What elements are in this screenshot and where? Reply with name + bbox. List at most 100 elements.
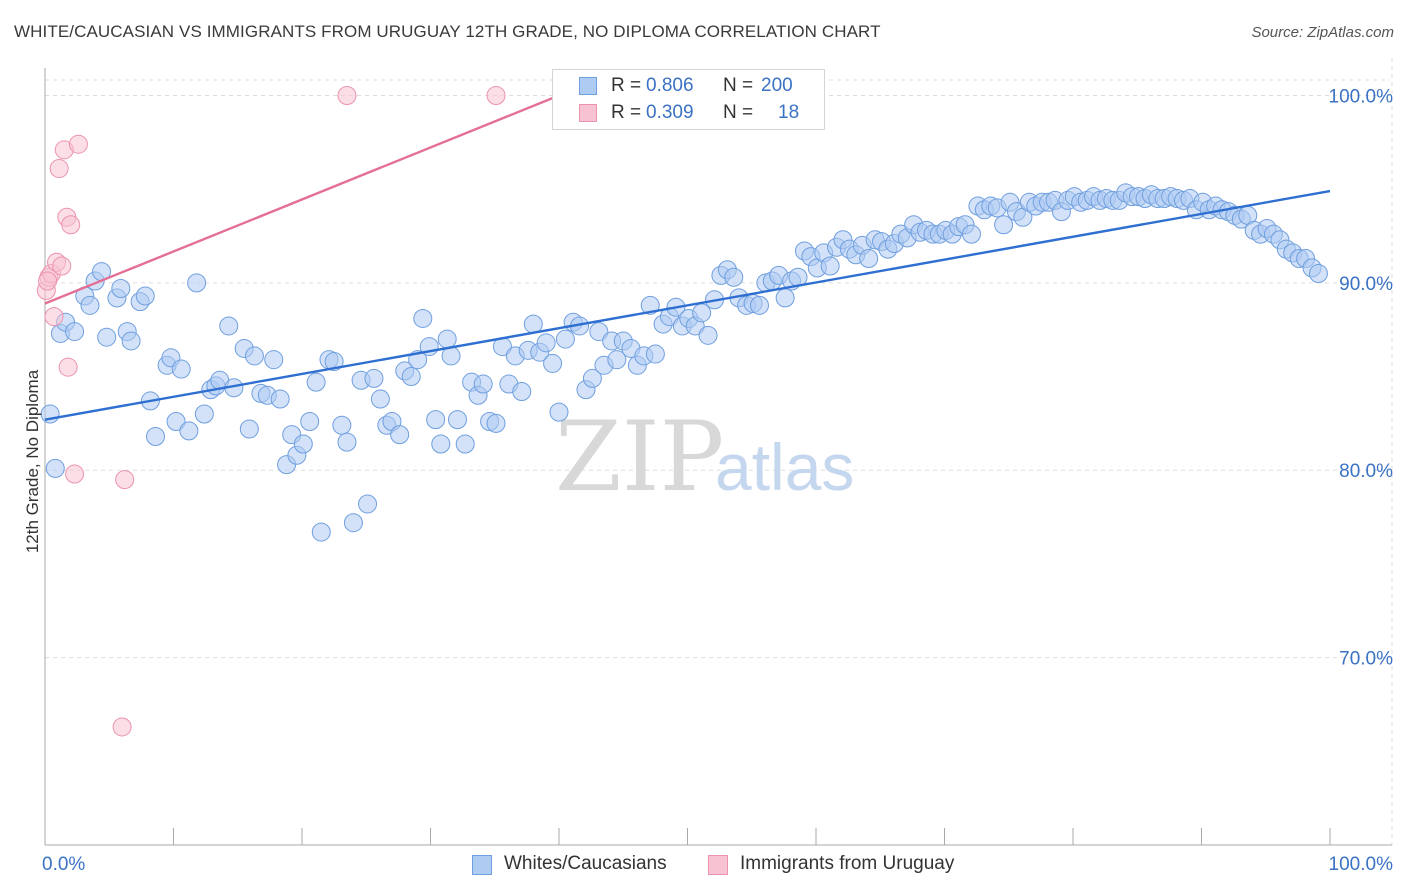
axis-layer [44,68,1392,846]
point-whites [536,333,556,353]
point-whites [111,278,131,298]
point-whites [332,415,352,435]
legend-swatch-pink [579,104,597,122]
point-whites [543,353,563,373]
point-uruguay [486,85,506,105]
point-whites [1308,263,1328,283]
point-uruguay [337,85,357,105]
point-whites [187,273,207,293]
point-whites [582,368,602,388]
trendline-whites [44,189,1331,421]
legend-label-uruguay: Immigrants from Uruguay [740,853,955,874]
legend-n-value: 18 [778,102,800,123]
point-whites [473,374,493,394]
series-legend: Whites/Caucasians Immigrants from Urugua… [0,850,1406,878]
point-whites [194,404,214,424]
point-whites [549,402,569,422]
point-whites [607,350,627,370]
point-whites [640,295,660,315]
point-whites [820,256,840,276]
legend-row-whites: R = 0.806 N = 200 [553,74,824,100]
point-whites [437,329,457,349]
correlation-legend: R = 0.806 N = 200 R = 0.309 N = 18 [552,69,825,130]
point-uruguay [44,307,64,327]
legend-label-whites: Whites/Caucasians [504,853,667,874]
point-whites [698,325,718,345]
legend-r-value: 0.806 [646,75,694,96]
point-whites [431,434,451,454]
point-whites [306,372,326,392]
trend-layer [44,94,1331,421]
point-whites [512,382,532,402]
watermark-zip: ZIP [555,401,724,513]
watermark-atlas: atlas [715,430,854,504]
legend-row-uruguay: R = 0.309 N = 18 [553,101,824,127]
y-axis-title: 12th Grade, No Diploma [23,369,42,553]
point-uruguay [61,215,81,235]
legend-swatch-blue [579,77,597,95]
y-tick-label: 80.0% [1339,461,1393,482]
point-whites [370,389,390,409]
point-whites [121,331,141,351]
legend-r-label: R = [611,75,642,96]
point-whites [523,314,543,334]
point-whites [179,421,199,441]
y-tick-label: 70.0% [1339,649,1393,670]
point-whites [337,432,357,452]
point-whites [270,389,290,409]
point-whites [166,412,186,432]
point-whites [97,327,117,347]
chart-title: WHITE/CAUCASIAN VS IMMIGRANTS FROM URUGU… [14,22,881,41]
point-whites [219,316,239,336]
point-whites [859,248,879,268]
point-whites [146,427,166,447]
label-layer: 100.0% 90.0% 80.0% 70.0% 0.0% 100.0% 12th Grad… [23,86,1393,875]
point-whites [447,410,467,430]
point-whites [645,344,665,364]
point-whites [135,286,155,306]
point-uruguay [58,357,78,377]
point-whites [413,308,433,328]
point-whites [994,215,1014,235]
point-whites [293,434,313,454]
legend-swatch-blue [472,855,492,875]
trendline-uruguay [44,94,560,305]
point-whites [343,513,363,533]
point-uruguay [65,464,85,484]
point-uruguay [52,256,72,276]
point-whites [324,352,344,372]
point-whites [244,346,264,366]
point-whites [724,267,744,287]
point-whites [40,404,60,424]
point-whites [239,419,259,439]
x-tick-label: 0.0% [42,854,85,875]
legend-r-value: 0.309 [646,102,694,123]
point-whites [45,458,65,478]
point-uruguay [38,271,58,291]
point-whites [264,350,284,370]
legend-n-value: 200 [761,75,793,96]
point-whites [555,329,575,349]
y-tick-label: 100.0% [1329,86,1394,107]
y-tick-label: 90.0% [1339,274,1393,295]
legend-r-label: R = [611,102,642,123]
point-whites [65,322,85,342]
point-whites [171,359,191,379]
point-whites [589,322,609,342]
point-whites [364,368,384,388]
point-uruguay [112,717,132,737]
point-uruguay [68,134,88,154]
legend-n-label: N = [723,75,754,96]
legend-n-label: N = [723,102,754,123]
point-whites [749,295,769,315]
point-whites [80,295,100,315]
point-whites [358,494,378,514]
point-whites [455,434,475,454]
point-whites [390,425,410,445]
point-whites [300,412,320,432]
point-uruguay [115,470,135,490]
point-uruguay [49,159,69,179]
point-whites [775,288,795,308]
point-whites [426,410,446,430]
